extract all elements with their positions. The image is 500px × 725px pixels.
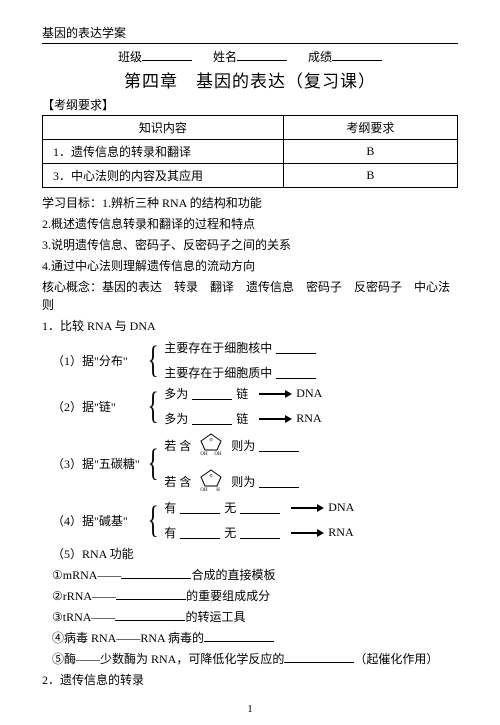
brace-icon: { <box>148 502 159 538</box>
b4-b2: 无 <box>224 524 236 541</box>
b4-label: （4）据"碱基" <box>52 512 144 529</box>
f3a: ③tRNA—— <box>52 610 115 624</box>
b2-b-mid: 链 <box>236 410 248 427</box>
goals-line: 学习目标：1.辨析三种 RNA 的结构和功能 <box>42 194 458 212</box>
f2b: 的重要组成成分 <box>186 589 270 603</box>
section-5: （5）RNA 功能 <box>42 545 458 563</box>
section-1: 1．比较 RNA 与 DNA <box>42 317 458 335</box>
blank <box>115 608 185 621</box>
table-row: 1．遗传信息的转录和翻译 B <box>43 140 458 164</box>
brace-distribution: （1）据"分布" { 主要存在于细胞核中 主要存在于细胞质中 <box>52 339 458 381</box>
b1-bot: 主要存在于细胞质中 <box>164 364 272 381</box>
svg-text:H: H <box>216 488 220 491</box>
brace-sugar: （3）据"五碳糖" { 若 含 o OH OH 则为 若 含 <box>52 431 458 495</box>
blank <box>192 387 232 400</box>
blank <box>121 566 191 579</box>
blank <box>259 475 299 488</box>
brace-chain: （2）据"链" { 多为链 DNA 多为链 RNA <box>52 385 458 427</box>
chapter-title: 第四章 基因的表达（复习课） <box>42 67 458 92</box>
b3-t-post: 则为 <box>231 437 255 454</box>
exam-table: 知识内容 考纲要求 1．遗传信息的转录和翻译 B 3．中心法则的内容及其应用 B <box>42 115 458 188</box>
pentagon-icon: o OH H <box>195 467 227 495</box>
arrow-icon <box>259 390 292 398</box>
f4: ④病毒 RNA——RNA 病毒的 <box>52 631 204 645</box>
score-blank <box>332 48 382 61</box>
name-label: 姓名 <box>213 50 237 64</box>
b2-b-pre: 多为 <box>164 410 188 427</box>
name-blank <box>237 48 287 61</box>
b4-t2: 无 <box>224 499 236 516</box>
exam-r1c2: B <box>283 140 457 164</box>
b3-b-post: 则为 <box>231 473 255 490</box>
b2-label: （2）据"链" <box>52 398 144 415</box>
blank <box>276 341 316 354</box>
rna-label: RNA <box>296 411 321 426</box>
blank <box>192 412 232 425</box>
table-row: 知识内容 考纲要求 <box>43 116 458 140</box>
blank <box>259 439 299 452</box>
goal-2: 2.概述遗传信息转录和翻译的过程和特点 <box>42 215 458 233</box>
goal-3: 3.说明遗传信息、密码子、反密码子之间的关系 <box>42 236 458 254</box>
blank <box>116 587 186 600</box>
blank <box>204 629 274 642</box>
b4-b1: 有 <box>164 524 176 541</box>
b3-t-pre: 若 含 <box>164 437 191 454</box>
b3-b-pre: 若 含 <box>164 473 191 490</box>
goal-1: 1.辨析三种 RNA 的结构和功能 <box>102 196 262 210</box>
f3b: 的转运工具 <box>185 610 245 624</box>
table-row: 3．中心法则的内容及其应用 B <box>43 164 458 188</box>
arrow-icon <box>291 529 324 537</box>
class-blank <box>142 48 192 61</box>
f5a: ⑤酶——少数酶为 RNA，可降低化学反应的 <box>52 652 284 666</box>
svg-text:o: o <box>210 437 213 443</box>
exam-req-label: 【考纲要求】 <box>42 96 458 113</box>
core-concepts: 核心概念：基因的表达 转录 翻译 遗传信息 密码子 反密码子 中心法则 <box>42 278 458 314</box>
header-rule <box>42 43 458 44</box>
goals-label: 学习目标： <box>42 196 102 210</box>
b4-t1: 有 <box>164 499 176 516</box>
brace-icon: { <box>148 388 159 424</box>
brace-icon: { <box>148 445 159 481</box>
b1-top: 主要存在于细胞核中 <box>164 339 272 356</box>
exam-r1c1: 1．遗传信息的转录和翻译 <box>43 140 284 164</box>
blank <box>240 501 280 514</box>
b2-t-pre: 多为 <box>164 385 188 402</box>
blank <box>276 366 316 379</box>
f2a: ②rRNA—— <box>52 589 116 603</box>
brace-base: （4）据"碱基" { 有 无 DNA 有 无 RNA <box>52 499 458 541</box>
svg-text:OH: OH <box>201 488 209 491</box>
score-label: 成绩 <box>308 50 332 64</box>
doc-header: 基因的表达学案 <box>42 24 458 43</box>
info-line: 班级 姓名 成绩 <box>42 48 458 65</box>
blank <box>180 501 220 514</box>
b2-t-mid: 链 <box>236 385 248 402</box>
brace-icon: { <box>148 342 159 378</box>
blank <box>284 650 354 663</box>
svg-text:OH: OH <box>215 452 223 455</box>
dna-label: DNA <box>296 386 322 401</box>
dna-label: DNA <box>328 500 354 515</box>
b1-label: （1）据"分布" <box>52 352 144 369</box>
f1a: ①mRNA—— <box>52 568 121 582</box>
exam-col2: 考纲要求 <box>283 116 457 140</box>
f5b: （起催化作用） <box>354 652 438 666</box>
goal-4: 4.通过中心法则理解遗传信息的流动方向 <box>42 257 458 275</box>
page-number: 1 <box>42 703 458 715</box>
rna-label: RNA <box>328 525 353 540</box>
exam-r2c2: B <box>283 164 457 188</box>
arrow-icon <box>291 504 324 512</box>
svg-text:OH: OH <box>201 452 209 455</box>
section-2: 2．遗传信息的转录 <box>42 671 458 689</box>
pentagon-icon: o OH OH <box>195 431 227 459</box>
arrow-icon <box>259 415 292 423</box>
b3-label: （3）据"五碳糖" <box>52 455 144 472</box>
blank <box>240 526 280 539</box>
exam-col1: 知识内容 <box>43 116 284 140</box>
svg-text:o: o <box>210 473 213 479</box>
exam-r2c1: 3．中心法则的内容及其应用 <box>43 164 284 188</box>
blank <box>180 526 220 539</box>
f1b: 合成的直接模板 <box>191 568 275 582</box>
class-label: 班级 <box>118 50 142 64</box>
